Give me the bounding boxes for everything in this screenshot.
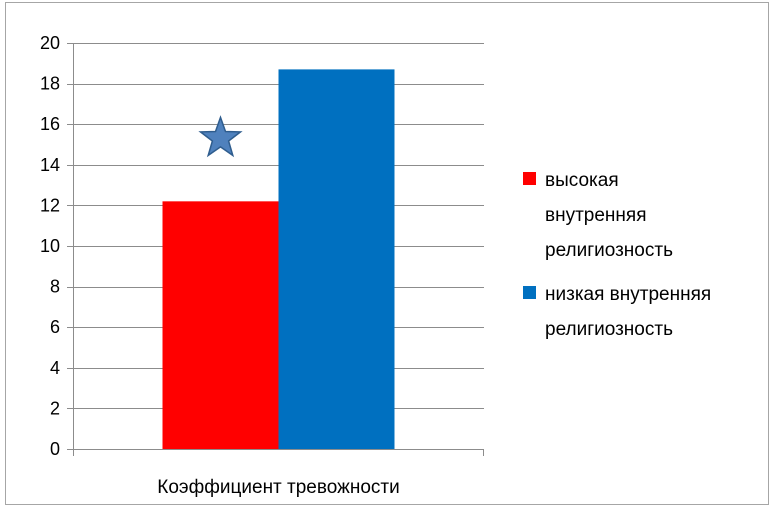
y-tick-label: 12	[40, 195, 60, 215]
y-tick-label: 10	[40, 236, 60, 256]
y-tick-label: 16	[40, 114, 60, 134]
annotations	[198, 115, 243, 158]
bar-high	[162, 201, 279, 449]
star-icon	[198, 115, 243, 158]
x-category-label: Коэффициент тревожности	[157, 477, 399, 498]
y-tick-label: 4	[50, 358, 60, 378]
legend-item-high: высокая внутренняя религиозность	[523, 163, 763, 268]
y-tick-label: 14	[40, 155, 60, 175]
tick-labels: 0 2 4 6 8 10 12 14 16 18 20 Коэффициент тревожности	[40, 33, 400, 498]
y-tick-label: 18	[40, 74, 60, 94]
legend: высокая внутренняя религиозность низкая …	[523, 163, 763, 356]
legend-swatch-high	[523, 172, 536, 185]
y-tick-label: 20	[40, 33, 60, 53]
y-tick-label: 8	[50, 277, 60, 297]
legend-item-low: низкая внутренняя религиозность	[523, 277, 763, 347]
y-tick-label: 0	[50, 439, 60, 459]
bars	[162, 69, 395, 449]
axes	[67, 43, 484, 456]
bar-low	[278, 69, 395, 449]
legend-label-low: низкая внутренняя религиозность	[545, 284, 712, 340]
y-tick-label: 6	[50, 317, 60, 337]
legend-label-high: высокая внутренняя религиозность	[545, 170, 673, 261]
y-tick-label: 2	[50, 398, 60, 418]
legend-swatch-low	[523, 286, 536, 299]
